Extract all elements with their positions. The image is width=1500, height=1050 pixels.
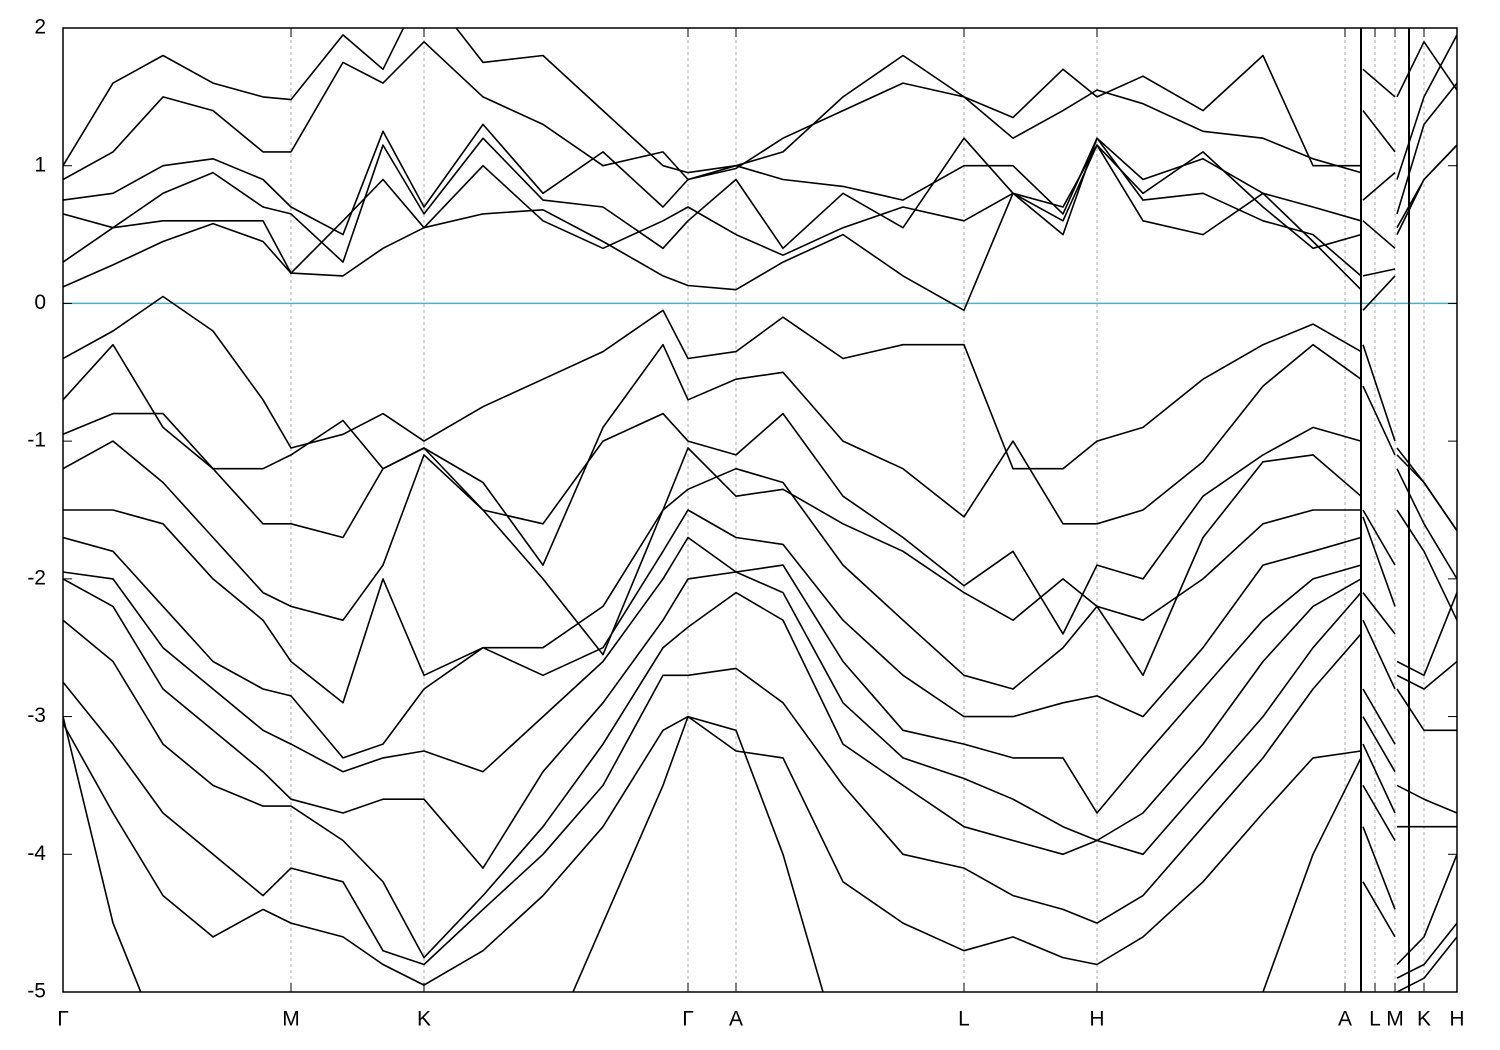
bands xyxy=(63,28,1457,992)
x-tick-label: H xyxy=(1089,1008,1104,1031)
band-line xyxy=(63,343,1457,566)
y-tick-label: 1 xyxy=(34,153,46,176)
band-line xyxy=(63,144,1457,312)
x-tick-label: Γ xyxy=(682,1008,694,1031)
x-tick-label: M xyxy=(1386,1008,1404,1031)
band-line xyxy=(63,82,1457,263)
y-tick-label: -5 xyxy=(27,980,46,1003)
band-line xyxy=(63,295,1457,532)
x-tick-label: K xyxy=(1417,1008,1431,1031)
x-tick-label: L xyxy=(958,1008,970,1031)
x-tick-label: M xyxy=(282,1008,300,1031)
band-line xyxy=(63,412,1457,635)
y-tick-label: -3 xyxy=(27,704,46,727)
band-line xyxy=(63,536,1457,814)
x-tick-label: A xyxy=(729,1008,743,1031)
ticks: 210-1-2-3-4-5Γ M K Γ A L H A L M K H xyxy=(27,16,1464,1031)
y-tick-label: -4 xyxy=(27,842,46,865)
band-line xyxy=(63,467,1457,704)
band-line xyxy=(63,440,1457,677)
band-line xyxy=(63,41,1457,181)
y-tick-label: -1 xyxy=(27,429,46,452)
x-tick-label: A xyxy=(1338,1008,1352,1031)
x-tick-label: K xyxy=(417,1008,431,1031)
x-tick-label: Γ xyxy=(57,1008,69,1031)
band-line xyxy=(63,591,1457,959)
plot-frame xyxy=(62,27,1458,993)
band-line xyxy=(63,715,1457,992)
y-tick-label: 0 xyxy=(34,291,46,314)
band-line xyxy=(63,715,1457,986)
band-line xyxy=(63,633,1457,966)
x-tick-label: H xyxy=(1449,1008,1464,1031)
x-tick-label: L xyxy=(1369,1008,1381,1031)
band-line xyxy=(63,28,1457,174)
band-line xyxy=(63,571,1457,869)
y-tick-label: -2 xyxy=(27,566,46,589)
band-line xyxy=(63,509,1457,759)
band-line xyxy=(63,137,1457,277)
y-tick-label: 2 xyxy=(34,16,46,39)
